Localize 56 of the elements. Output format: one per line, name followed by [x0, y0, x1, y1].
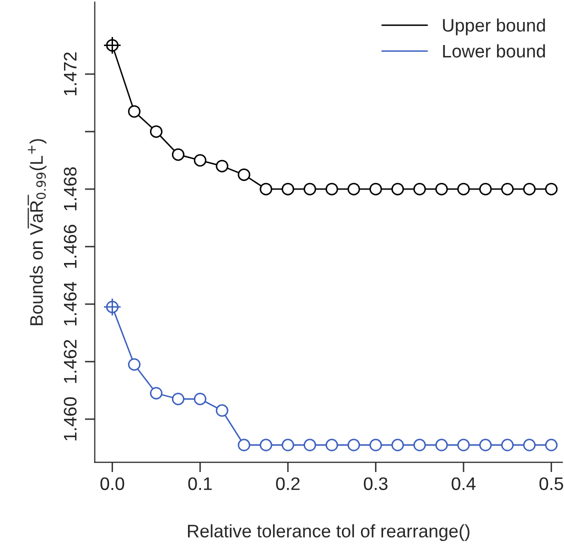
point	[326, 438, 338, 452]
x-tick-label: 0.0	[100, 477, 124, 490]
x-tick-label: 0.2	[276, 477, 300, 490]
point	[457, 438, 470, 452]
point	[260, 182, 272, 196]
point	[501, 438, 514, 452]
y-tick-label: 1.460	[64, 397, 77, 440]
y-axis-title: Bounds on V̅a̅R̅$_{0.99}$(L$^{+}$)	[28, 139, 46, 326]
point	[348, 438, 360, 452]
x-tick-label: 0.5	[539, 477, 564, 490]
point	[479, 438, 492, 452]
x-tick-label: 0.3	[364, 477, 388, 490]
point	[128, 105, 141, 118]
point	[238, 438, 250, 452]
x-tick-label: 0.1	[188, 477, 212, 490]
point	[523, 438, 536, 452]
point	[150, 125, 162, 138]
point	[326, 182, 338, 196]
y-tick-label: 1.468	[64, 167, 77, 210]
point	[413, 182, 426, 196]
legend-label: Lower bound	[443, 44, 545, 58]
point	[128, 358, 141, 371]
legend-label: Upper bound	[443, 18, 545, 36]
point	[304, 438, 316, 452]
point	[238, 168, 250, 181]
point	[435, 182, 448, 196]
point	[194, 392, 206, 406]
point	[216, 404, 228, 417]
point	[545, 182, 558, 196]
point	[369, 438, 382, 452]
point	[194, 154, 206, 167]
x-tick-label: 0.4	[452, 477, 476, 490]
point	[348, 182, 360, 196]
point	[545, 438, 558, 452]
point	[391, 182, 404, 196]
point	[369, 182, 382, 196]
point	[435, 438, 448, 452]
point	[216, 160, 228, 172]
point	[391, 438, 404, 452]
point	[172, 148, 184, 161]
y-tick-label: 1.466	[64, 224, 77, 268]
y-tick-label: 1.464	[64, 282, 77, 326]
point	[282, 438, 294, 452]
y-tick-label: 1.472	[64, 52, 76, 96]
point	[501, 182, 514, 196]
point	[172, 392, 184, 406]
point	[413, 438, 426, 452]
point	[260, 438, 272, 452]
point	[457, 182, 470, 196]
point	[304, 182, 316, 196]
x-axis-title: Relative tolerance tol of rearrange()	[188, 524, 470, 542]
point	[282, 182, 294, 196]
point	[523, 182, 536, 196]
point	[479, 182, 492, 196]
y-tick-label: 1.462	[64, 340, 77, 383]
point	[150, 387, 162, 400]
